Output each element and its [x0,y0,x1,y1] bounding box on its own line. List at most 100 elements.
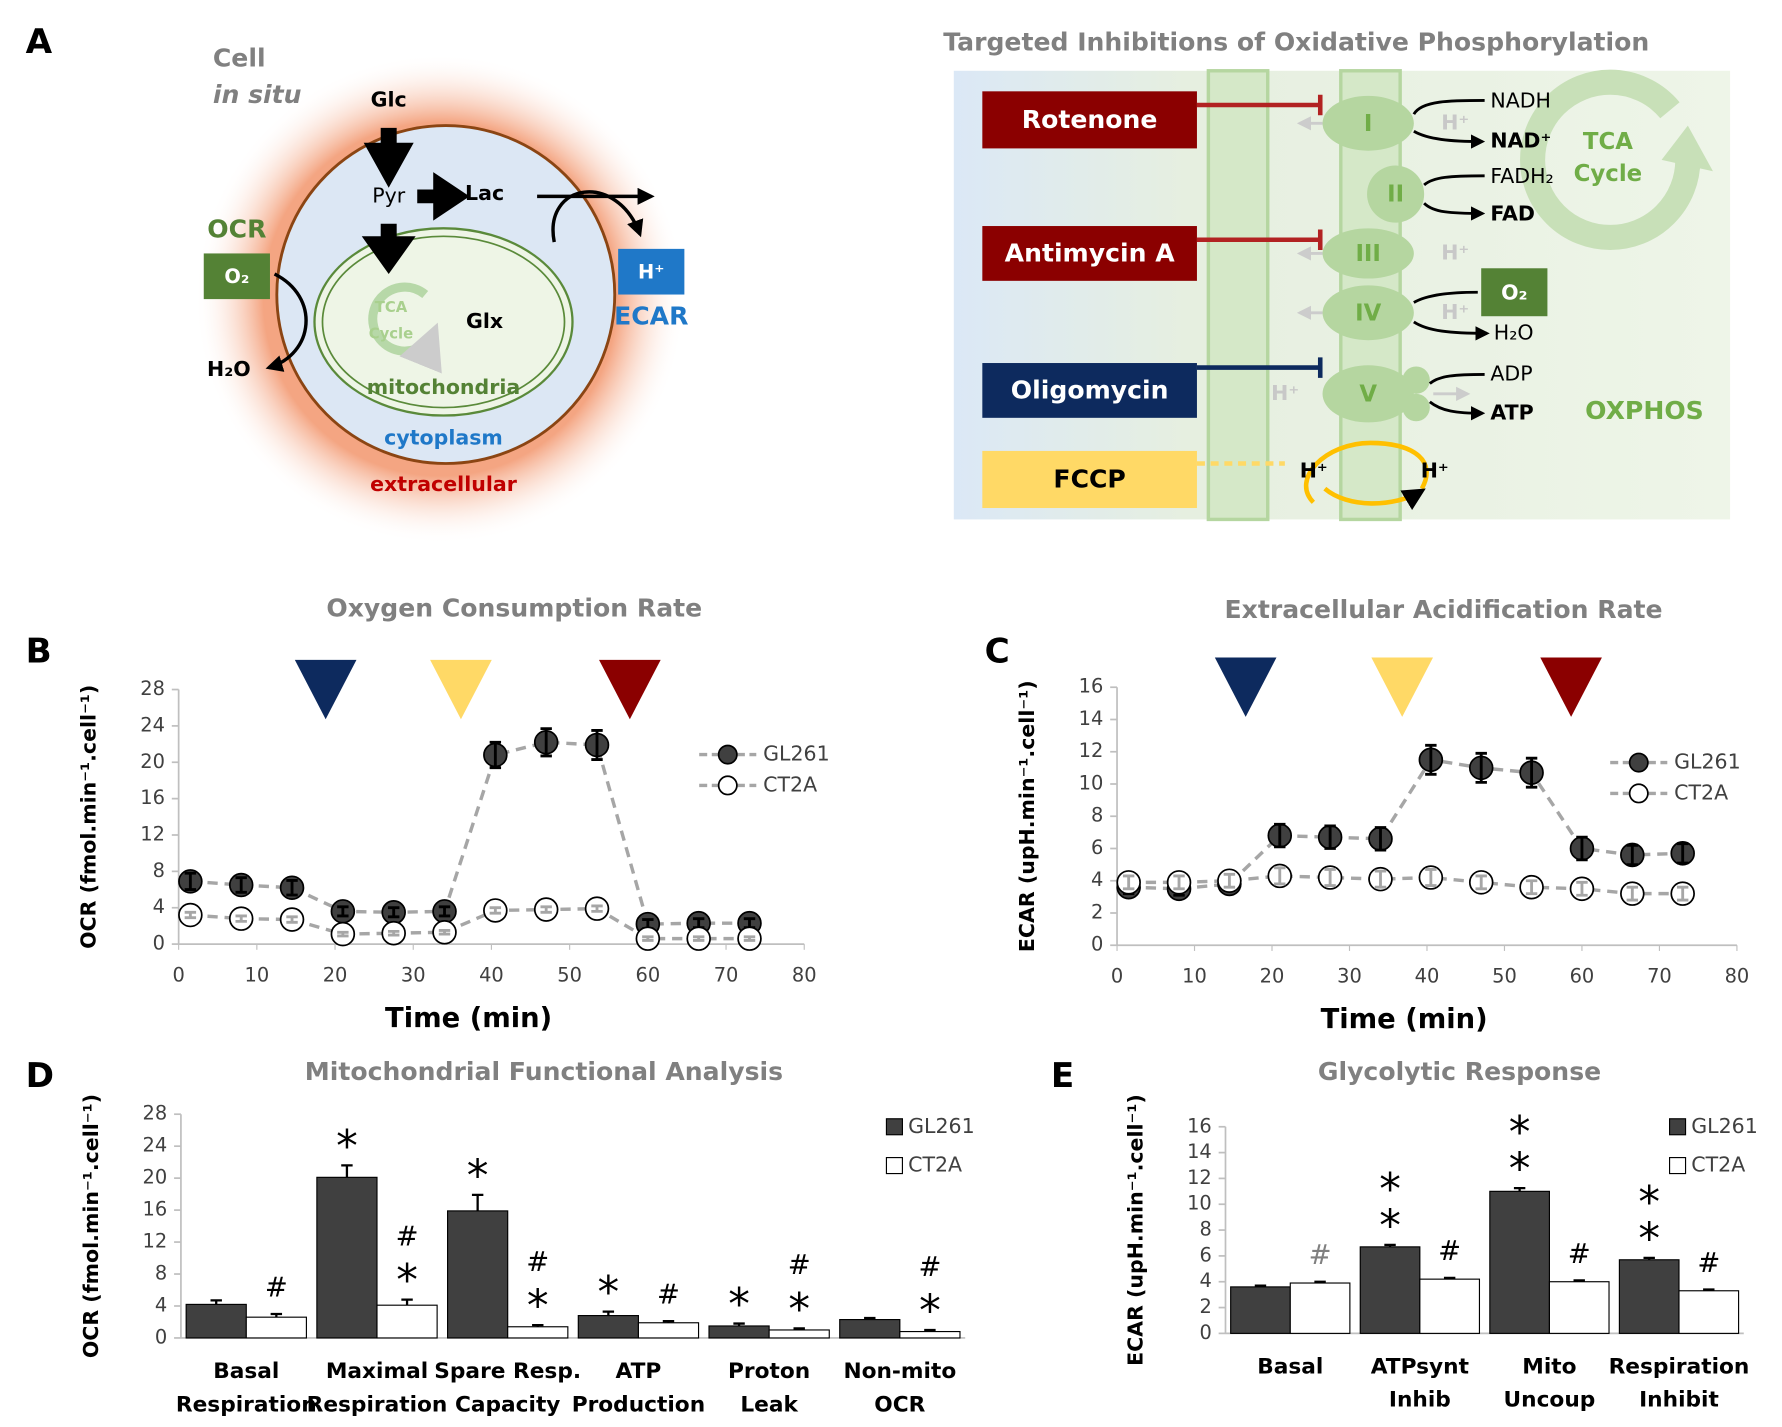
oxphos-diagram: Targeted Inhibitions of Oxidative Phosph… [943,27,1731,522]
bar [1419,1278,1481,1334]
proton: H⁺ [1271,381,1299,405]
complex [1322,228,1414,279]
pyr-arrow [361,223,416,275]
annotation: * [1638,1214,1660,1264]
x-tick-label: ATP [616,1359,662,1384]
annotation: * [527,1282,549,1332]
injection-marker [294,659,357,720]
y-tick-label: 0 [1091,933,1103,956]
annotation: * [598,1268,620,1318]
reaction [1413,320,1490,341]
error-bar [1173,874,1185,891]
annotation: # [1438,1236,1461,1267]
y-axis-label: ECAR (upH.min⁻¹.cell⁻¹) [1015,680,1039,952]
error-bar [1676,885,1689,902]
panel-label: C [985,631,1010,671]
y-tick-label: 2 [1091,900,1103,923]
substrate: FADH₂ [1490,164,1553,188]
x-tick-label: Spare Resp. [434,1359,581,1384]
x-tick-label: Capacity [455,1392,561,1417]
complex [1322,95,1414,151]
x-tick-label: Respiration [176,1392,317,1417]
x-tick-label: 60 [635,964,660,987]
annotation: # [788,1250,811,1281]
annotation: * [1509,1108,1531,1158]
error-bar [1525,879,1538,896]
error-bar [743,935,756,942]
x-tick-label: Production [572,1392,705,1417]
x-tick-label: Maximal [326,1359,428,1384]
complex-label: I [1364,111,1373,137]
legend-swatch [1669,1157,1687,1175]
o2-arrow [265,272,308,372]
error-bar [1374,826,1387,852]
error-bar [733,1322,745,1326]
bar [185,1303,247,1339]
substrate: NAD⁺ [1490,129,1551,153]
error-bar [540,727,552,758]
cell-diagram: Cell in situ Glc Pyr Lac OCR O₂ H₂O TCA … [194,43,688,545]
x-tick-label: 0 [1111,965,1123,988]
series-line [190,740,750,926]
proton: H⁺ [1441,110,1469,134]
y-tick-label: 8 [153,859,165,882]
mito-inner [321,235,566,409]
bar [1359,1246,1421,1334]
error-bar [438,929,451,936]
x-tick-label: 10 [1182,965,1207,988]
y-tick-label: 20 [143,1166,168,1189]
bar [839,1319,901,1339]
y-tick-label: 8 [1091,804,1103,827]
error-bar [1576,880,1588,897]
annotation: * [728,1280,750,1330]
reaction [1428,373,1485,385]
bar [447,1210,509,1339]
legend-label: CT2A [763,772,817,796]
x-tick-label: Inhibit [1639,1388,1719,1413]
injection-marker [1371,657,1434,717]
x-tick-label: 60 [1570,965,1595,988]
substrate: ADP [1490,361,1532,385]
mito-outer [313,227,574,417]
error-bar [1384,1243,1396,1247]
error-bar [692,935,705,942]
error-bar [1374,869,1387,889]
error-bar [864,1316,876,1320]
label: Pyr [372,183,406,207]
lac-arrow [417,172,470,221]
legend-label: GL261 [908,1114,975,1138]
label: Cycle [369,325,413,342]
y-tick-label: 24 [143,1134,168,1157]
annotation: # [526,1247,549,1278]
series-line [190,906,750,941]
error-bar [235,914,247,923]
error-bar [471,1193,484,1211]
annotation: * [336,1122,358,1172]
complex-label: III [1355,241,1380,267]
bar [1289,1282,1351,1334]
inhibitor-box [982,363,1197,418]
annotation: # [265,1272,288,1303]
injection-marker [1214,657,1277,717]
annotation: * [919,1286,941,1336]
error-bar [1513,1186,1526,1192]
x-tick-label: Uncoup [1504,1388,1596,1413]
error-bar [1324,868,1336,888]
error-bar [341,1164,353,1178]
x-tick-label: Proton [728,1359,810,1384]
y-tick-label: 10 [1187,1192,1212,1215]
error-bar [1274,866,1286,886]
error-bar [1703,1288,1715,1291]
inhibition [1196,94,1323,116]
y-tick-label: 14 [1079,707,1104,730]
y-tick-label: 14 [1187,1140,1212,1163]
complex [1367,165,1425,223]
label: mitochondria [367,375,521,399]
chart-title: Oxygen Consumption Rate [326,594,702,623]
chart-title: Mitochondrial Functional Analysis [305,1057,783,1086]
label: Glc [371,87,407,111]
tca-label: TCA [1583,129,1633,155]
error-bar [1122,874,1135,891]
error-bar [401,1298,413,1306]
